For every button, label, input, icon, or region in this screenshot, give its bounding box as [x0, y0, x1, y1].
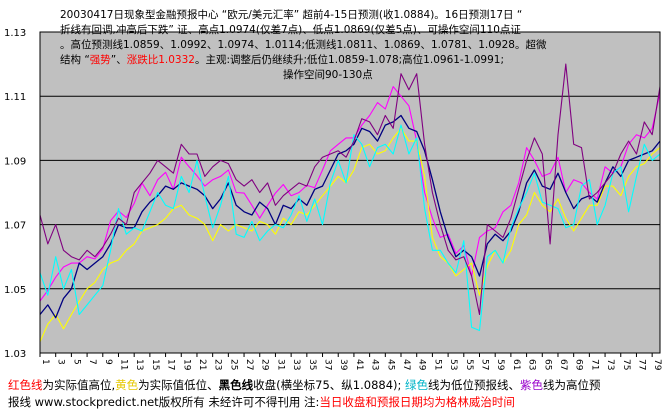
y-tick-label: 1.07 [4, 221, 26, 232]
x-tick-label: 7 [87, 359, 97, 365]
x-tick-label: 43 [370, 359, 380, 370]
x-tick-label: 57 [479, 359, 489, 370]
plot-area [40, 32, 660, 353]
x-tick-label: 29 [260, 359, 270, 371]
x-tick-label: 79 [652, 359, 662, 371]
legend-close: 黑色线 [218, 378, 254, 392]
x-tick-label: 15 [150, 359, 160, 370]
x-tick-label: 47 [401, 359, 411, 370]
x-tick-label: 37 [323, 359, 333, 370]
x-tick-label: 51 [432, 359, 442, 370]
x-tick-label: 13 [134, 359, 144, 370]
x-tick-label: 53 [448, 359, 458, 370]
title-line-5: 操作空间90-130点 [283, 69, 373, 81]
plot-border [39, 31, 661, 354]
y-tick-label: 1.05 [4, 285, 26, 296]
legend-low-forecast: 绿色 [405, 378, 429, 392]
x-tick-label: 35 [307, 359, 317, 370]
title-line-3: 。高位预测线1.0859、1.0992、1.0974、1.0114;低测线1.0… [60, 39, 547, 51]
x-tick-label: 41 [354, 359, 364, 370]
x-tick-label: 39 [338, 359, 348, 371]
title-line-2: 折线有回调,冲高后下跌” 证、高点1.0974(仅差7点)、低点1.0869(仅… [60, 24, 521, 36]
legend-high-forecast: 紫色 [520, 378, 544, 392]
x-tick-label: 63 [527, 359, 537, 370]
x-tick-label: 77 [636, 359, 646, 370]
ratio-label: 涨跌比1.0332 [126, 54, 195, 66]
legend-line-1: 红色线为实际值高位,黄色为实际值低位、黑色线收盘(横坐标75、纵1.0884);… [8, 378, 601, 392]
x-tick-label: 31 [275, 359, 285, 370]
x-tick-label: 17 [166, 359, 176, 370]
x-tick-label: 19 [181, 359, 191, 371]
x-tick-label: 23 [213, 359, 223, 370]
series-line-low_forecast [39, 124, 661, 332]
title-line-1: 20030417日现象型金融预报中心 “欧元/美元汇率” 超前4-15日预测(收… [60, 9, 523, 21]
y-tick-label: 1.09 [4, 156, 26, 167]
x-tick-label: 11 [118, 359, 128, 370]
y-tick-label: 1.11 [4, 92, 26, 103]
series-line-high_forecast [39, 63, 661, 316]
series-lines [39, 63, 661, 343]
x-tick-label: 67 [558, 359, 568, 370]
strength-label: 强势 [89, 54, 111, 66]
x-tick-label: 27 [244, 359, 254, 370]
x-tick-label: 3 [56, 359, 66, 365]
x-tick-label: 71 [589, 359, 599, 370]
x-tick-label: 25 [228, 359, 238, 370]
series-line-low_actual [39, 127, 661, 343]
title-line-4: 结构 “强势”、涨跌比1.0332。主观:调整后仍继续升;低位1.0859-1.… [60, 54, 504, 66]
x-tick-label: 61 [511, 359, 521, 370]
y-axis: 1.03 1.05 1.07 1.09 1.11 1.13 [4, 28, 26, 360]
x-tick-label: 5 [71, 359, 81, 365]
x-tick-label: 33 [291, 359, 301, 370]
series-line-close [39, 114, 661, 319]
x-tick-label: 45 [385, 359, 395, 370]
x-tick-label: 59 [495, 359, 505, 371]
gmt-note: 当日收盘和预报日期均为格林威治时间 [319, 395, 515, 409]
legend-high-actual: 红色线 [8, 378, 43, 392]
x-tick-label: 1 [40, 359, 50, 365]
legend-low-actual: 黄色 [115, 378, 139, 392]
y-tick-label: 1.03 [4, 349, 26, 360]
x-tick-label: 69 [574, 359, 584, 371]
x-tick-label: 65 [542, 359, 552, 370]
x-tick-label: 9 [103, 359, 113, 365]
x-tick-label: 21 [197, 359, 207, 370]
x-tick-label: 49 [417, 359, 427, 371]
x-axis: 1 3 5 7 9 11 13 15 17 19 21 23 25 27 29 31 33 35 37 39 41 43 4… [39, 353, 662, 371]
x-tick-label: 73 [605, 359, 615, 370]
x-tick-label: 55 [464, 359, 474, 370]
legend-line-2: 报线 www.stockpredict.net版权所有 未经许可不得刊用 注:当… [8, 395, 515, 409]
y-tick-label: 1.13 [4, 28, 26, 39]
x-tick-label: 75 [621, 359, 631, 370]
